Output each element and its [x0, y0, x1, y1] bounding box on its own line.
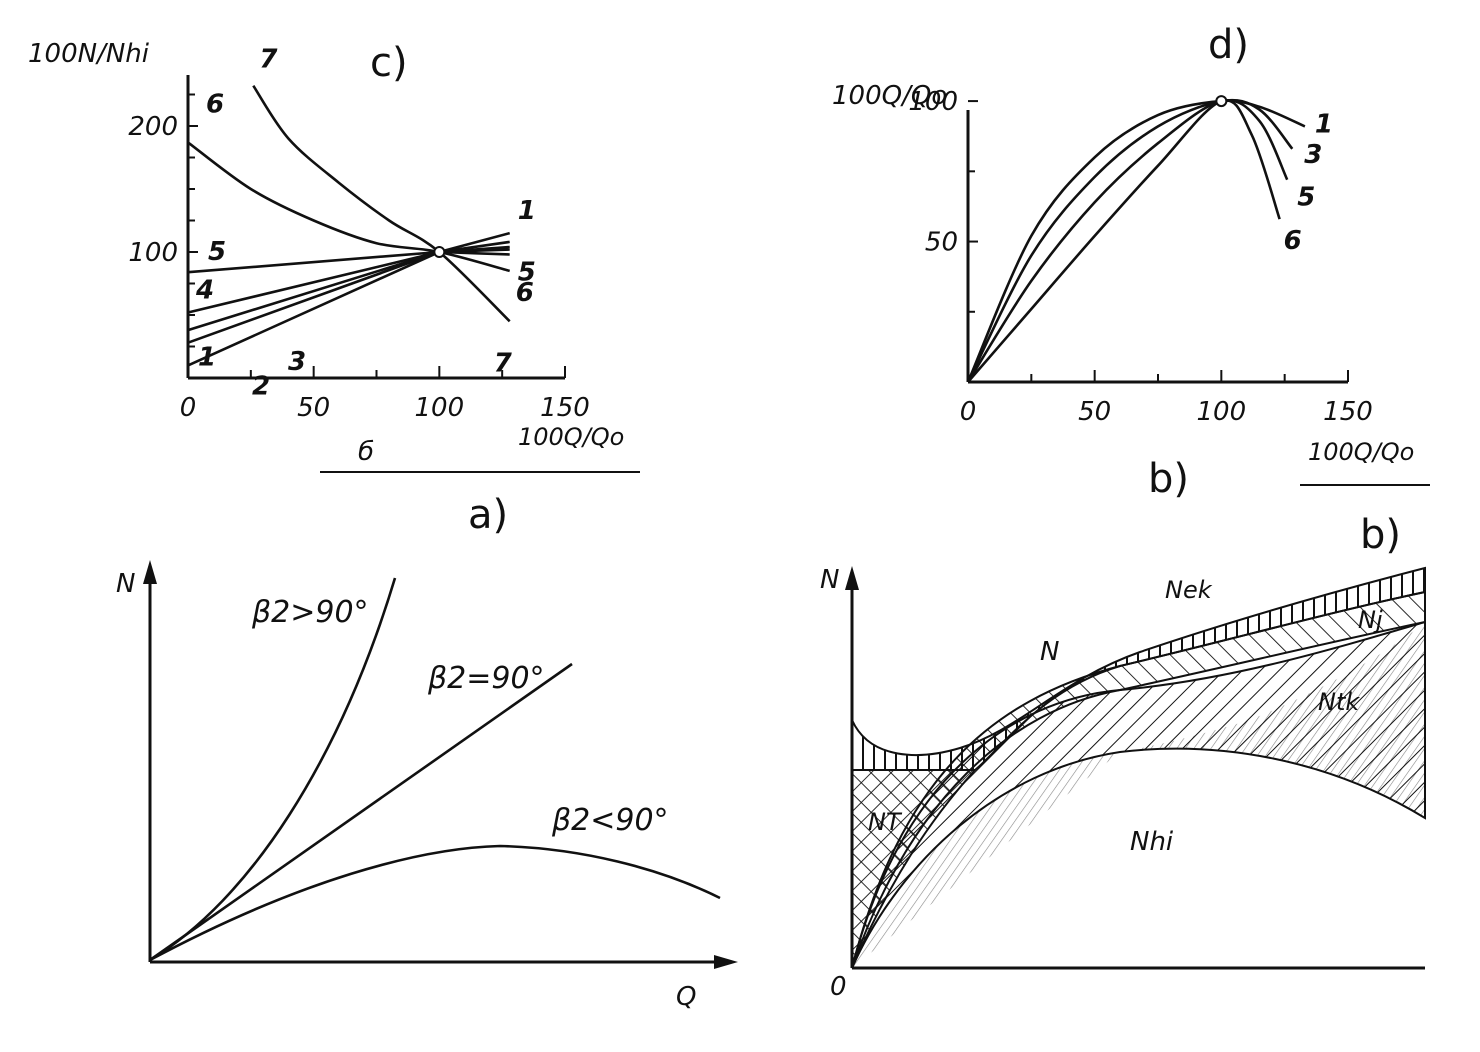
panel-c-ticks: 0 50 100 150 100 200: [128, 93, 590, 423]
panel-b-label-ntk: Ntk: [1318, 688, 1360, 716]
panel-b-label-nt: NT: [868, 808, 903, 836]
series-d-5-label: 5: [1297, 183, 1315, 213]
x-tick-label: 0: [180, 393, 197, 423]
series-c-6-end-label: 6: [516, 278, 534, 308]
x-tick-label: 0: [960, 397, 977, 427]
panel-b-region-nt: [851, 769, 978, 969]
panel-b: b) N 0 N Nek Nj Ntk NT Nhi: [820, 512, 1426, 1002]
panel-a-curve-label-lt: β2<90°: [551, 803, 669, 838]
panel-d-series: 13 5 6: [966, 95, 1333, 383]
series-c-5-end-label: 5: [518, 258, 536, 288]
series-c-7-label: 7: [259, 45, 278, 75]
series-c-4-label: 4: [195, 275, 214, 305]
series-d-5-line: [966, 99, 1289, 383]
series-c-5-label: 5: [208, 237, 226, 267]
panel-b-label-nek: Nek: [1165, 576, 1213, 604]
panel-d-x-axis-label: 100Q/Qo: [1308, 438, 1414, 466]
series-c-2-label: 2: [252, 372, 270, 402]
x-tick-label: 150: [1323, 397, 1373, 427]
panel-a-curve-label-eq: β2=90°: [427, 661, 545, 696]
panel-d-label: d): [1208, 22, 1249, 68]
series-c-7-line: [252, 84, 511, 323]
panel-b-region-nek: [851, 566, 1426, 771]
series-c-5-line: [187, 250, 510, 274]
panel-a-y-axis-label: N: [116, 569, 135, 599]
series-d-6-label: 6: [1284, 226, 1302, 256]
panel-a: a) N Q β2>90° β2=90° β2<90°: [116, 492, 738, 1012]
panel-a-y-arrow: [143, 560, 157, 584]
series-d-1-line: [966, 99, 1306, 383]
panel-c-x-axis-label: 100Q/Qo: [518, 423, 624, 451]
series-c-3-label: 3: [288, 347, 306, 377]
panel-b-label-nhi: Nhi: [1130, 827, 1174, 857]
y-tick-label: 100: [908, 87, 958, 117]
panel-d-ticks: 0 50 100 150 50 100: [908, 87, 1372, 427]
panel-a-label: a): [468, 492, 508, 538]
x-tick-label: 150: [540, 393, 590, 423]
panel-c-sub-label: б: [358, 437, 374, 467]
panel-b-region-ntk-fine: [852, 622, 1425, 968]
panel-a-curve-beta-eq-90: [149, 662, 573, 962]
panel-d: d) 100Q/Qo 0 50 100 150 50 100 13 5 6 100Q/Qo b…: [832, 22, 1430, 502]
panel-a-x-axis-label: Q: [676, 982, 696, 1012]
x-tick-label: 100: [1197, 397, 1247, 427]
x-tick-label: 50: [1078, 397, 1111, 427]
series-c-6-label: 6: [206, 89, 224, 119]
panel-a-x-arrow: [714, 955, 738, 969]
series-d-6-line: [967, 98, 1281, 383]
panel-d-sub-label: b): [1148, 456, 1189, 502]
series-d-3-line: [966, 98, 1294, 383]
x-tick-label: 100: [415, 393, 465, 423]
panel-b-label-nj: Nj: [1358, 606, 1383, 634]
pivot-point: [433, 246, 446, 258]
panel-b-origin-label: 0: [830, 972, 847, 1002]
series-d-3-label: 3: [1304, 140, 1322, 170]
panel-b-label-n: N: [1040, 637, 1059, 667]
panel-d-y-axis-label: 100Q/Qo: [832, 81, 947, 111]
y-tick-label: 100: [128, 238, 178, 268]
series-c-1-label: 1: [198, 342, 216, 372]
panel-a-curve-label-gt: β2>90°: [251, 595, 369, 630]
panel-a-curve-beta-lt-90: [149, 844, 721, 962]
x-tick-label: 50: [297, 393, 330, 423]
panel-c-label: c): [370, 40, 408, 86]
panel-b-y-axis-label: N: [820, 565, 839, 595]
pivot-point: [1215, 95, 1228, 108]
y-tick-label: 50: [925, 228, 958, 258]
panel-c-y-axis-label: 100N/Nhi: [28, 39, 150, 69]
y-tick-label: 200: [128, 112, 178, 142]
series-c-1-end-label: 1: [518, 196, 536, 226]
series-c-7-end-label: 7: [494, 348, 513, 378]
panel-b-label: b): [1360, 512, 1401, 558]
series-d-1-label: 1: [1315, 109, 1333, 139]
panel-b-y-arrow: [845, 566, 859, 590]
series-c-6-line: [187, 141, 511, 273]
